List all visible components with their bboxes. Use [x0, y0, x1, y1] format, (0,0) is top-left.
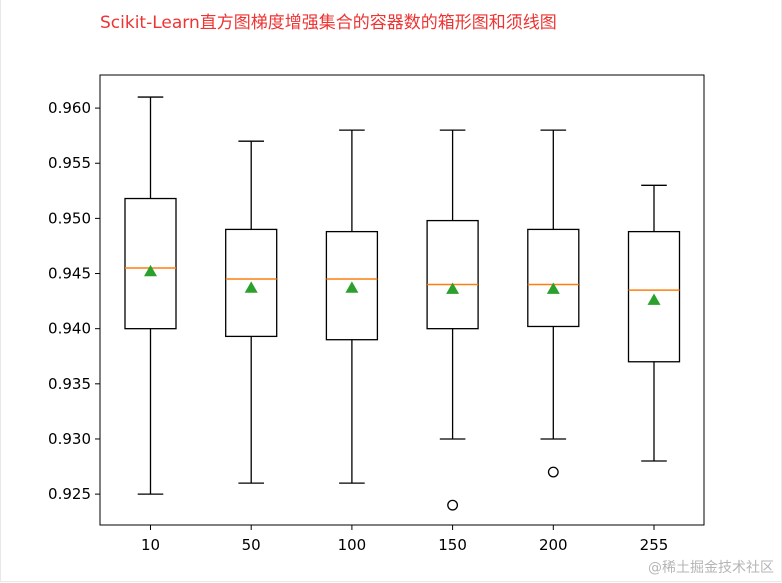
x-tick-label: 10 — [141, 536, 160, 554]
box-group-10 — [124, 96, 177, 495]
y-tick-label: 0.935 — [48, 375, 91, 393]
box-iqr — [426, 219, 479, 330]
box-iqr — [225, 228, 278, 338]
x-tick-label: 100 — [338, 536, 367, 554]
mean-marker — [244, 281, 258, 293]
box-group-50 — [225, 140, 278, 484]
x-tick-label: 50 — [242, 536, 261, 554]
y-tick-label: 0.945 — [48, 265, 91, 283]
box-group-200 — [527, 129, 580, 478]
chart-caption: Scikit-Learn直方图梯度增强集合的容器数的箱形图和须线图 — [100, 13, 557, 33]
x-tick-label: 200 — [539, 536, 568, 554]
y-tick-label: 0.940 — [48, 320, 91, 338]
box-iqr — [527, 228, 580, 328]
y-tick-label: 0.925 — [48, 485, 91, 503]
box-group-100 — [325, 129, 379, 484]
x-tick-label: 255 — [640, 536, 669, 554]
box-group-150 — [426, 129, 479, 511]
y-tick-label: 0.950 — [48, 209, 91, 227]
y-tick-label: 0.930 — [48, 430, 91, 448]
box-iqr — [124, 197, 177, 330]
y-tick-label: 0.955 — [48, 154, 91, 172]
mean-marker — [446, 282, 460, 294]
watermark: @稀土掘金技术社区 — [648, 560, 774, 576]
x-axis: 10 50 100 150 200 255 — [141, 525, 668, 554]
mean-marker — [144, 264, 157, 277]
outlier-point — [547, 466, 559, 478]
outlier-point — [447, 499, 459, 511]
box-iqr — [325, 230, 379, 341]
plot-marks — [124, 96, 681, 511]
x-tick-label: 150 — [438, 536, 467, 554]
mean-marker — [345, 281, 359, 293]
box-iqr — [627, 230, 681, 363]
y-tick-label: 0.960 — [48, 99, 91, 117]
box-group-255 — [627, 184, 681, 462]
mean-marker — [546, 282, 560, 294]
y-axis: 0.960 0.955 0.950 0.945 0.940 0.935 0.930 0.925 — [48, 99, 100, 503]
plot-frame — [99, 74, 705, 526]
mean-marker — [647, 293, 661, 305]
